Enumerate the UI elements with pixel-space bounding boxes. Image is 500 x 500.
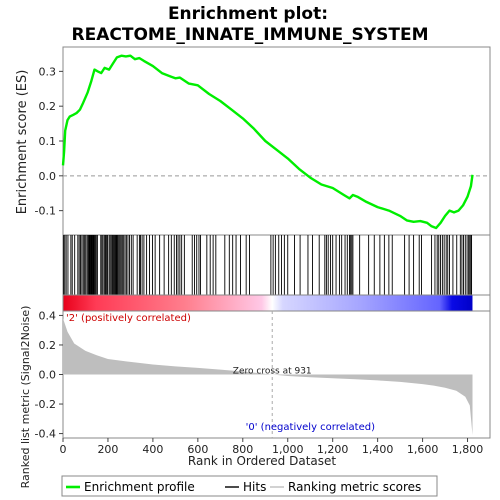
es-y-axis-title: Enrichment score (ES)	[15, 70, 30, 215]
x-axis: 0 200 400 600 800 1,000 1,200 1,400 1,600 1,800	[60, 438, 484, 456]
x-tick-label: 1,000	[272, 443, 304, 456]
chart-title-line1: Enrichment plot:	[168, 4, 328, 24]
metric-y-axis-title: Ranked list metric (Signal2Noise)	[19, 306, 32, 489]
es-y-tick-label: 0.0	[39, 170, 57, 183]
x-tick-label: 1,800	[452, 443, 484, 456]
x-tick-label: 1,400	[362, 443, 394, 456]
metric-y-tick-label: -0.2	[35, 398, 56, 411]
es-plot-frame	[62, 46, 491, 236]
x-tick-label: 200	[97, 443, 118, 456]
zero-cross-label: Zero cross at 931	[233, 367, 312, 377]
ranking-metric-area	[63, 318, 473, 435]
es-y-tick-label: 0.1	[39, 135, 57, 148]
legend-label: Enrichment profile	[84, 480, 195, 494]
legend-label: Ranking metric scores	[288, 480, 421, 494]
metric-y-tick-label: -0.4	[35, 428, 56, 441]
x-tick-label: 1,200	[317, 443, 349, 456]
metric-panel: -0.4 -0.2 0.0 0.2 0.4 '2' (positively correla…	[35, 309, 491, 441]
es-y-tick-label: 0.3	[39, 65, 57, 78]
es-y-tick-label: -0.1	[35, 205, 56, 218]
hits-frame	[62, 234, 491, 296]
metric-y-tick-label: 0.0	[39, 369, 57, 382]
heat-panel	[62, 294, 491, 312]
x-tick-label: 600	[187, 443, 208, 456]
heat-bar	[63, 295, 473, 311]
legend-frame	[61, 475, 438, 497]
legend: Enrichment profile Hits Ranking metric sco…	[61, 475, 438, 497]
x-tick-label: 400	[142, 443, 163, 456]
es-panel: -0.1 0.0 0.1 0.2 0.3	[35, 46, 491, 236]
chart-title-line2: REACTOME_INNATE_IMMUNE_SYSTEM	[72, 25, 429, 45]
x-axis-title: Rank in Ordered Dataset	[188, 454, 336, 468]
es-y-tick-label: 0.2	[39, 100, 57, 113]
x-tick-label: 800	[232, 443, 253, 456]
positive-correlation-label: '2' (positively correlated)	[66, 313, 191, 324]
metric-y-tick-label: 0.2	[39, 339, 57, 352]
x-tick-label: 0	[60, 443, 67, 456]
metric-y-tick-label: 0.4	[39, 309, 57, 322]
legend-label: Hits	[243, 480, 266, 494]
negative-correlation-label: '0' (negatively correlated)	[246, 422, 375, 433]
x-tick-label: 1,600	[407, 443, 439, 456]
hits-panel	[62, 234, 491, 296]
enrichment-profile-line	[61, 54, 474, 230]
